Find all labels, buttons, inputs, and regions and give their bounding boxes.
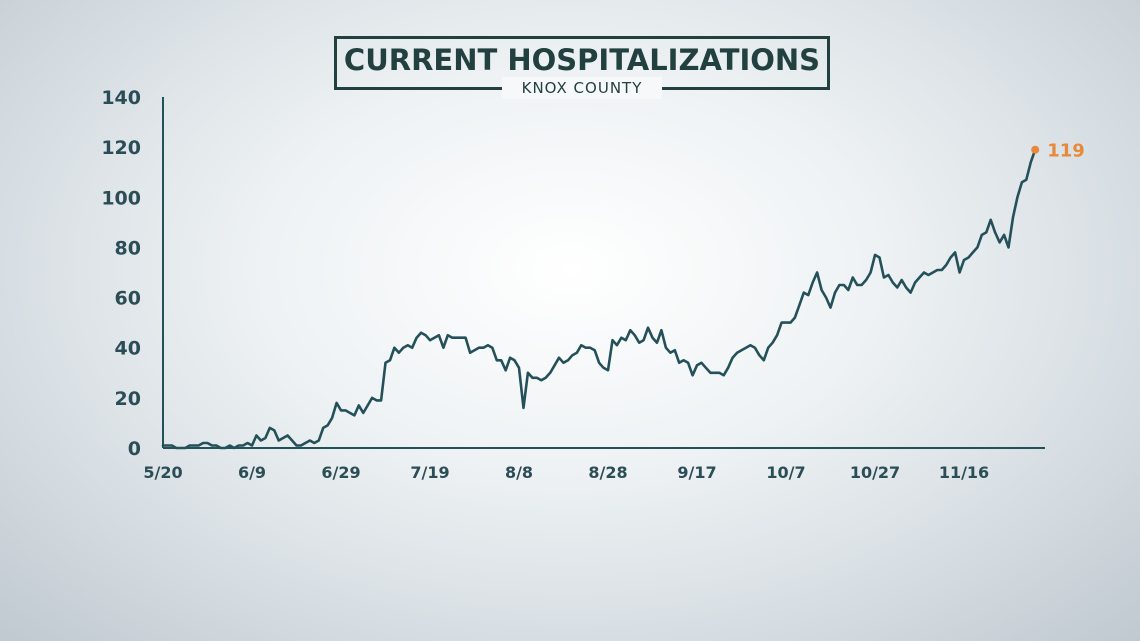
x-tick-label: 5/20 — [143, 463, 182, 482]
y-tick-label: 120 — [101, 137, 141, 159]
y-tick-label: 60 — [115, 288, 141, 310]
y-tick-label: 40 — [115, 338, 141, 360]
series-line — [161, 148, 1037, 450]
chart-subtitle: KNOX COUNTY — [502, 77, 662, 99]
x-tick-label: 10/7 — [766, 463, 805, 482]
end-value-label: 119 — [1047, 141, 1085, 162]
y-tick-label: 0 — [128, 438, 141, 460]
x-tick-label: 6/29 — [321, 463, 360, 482]
y-tick-label: 140 — [101, 87, 141, 109]
y-tick-label: 20 — [115, 388, 141, 410]
x-tick-label: 6/9 — [238, 463, 266, 482]
x-tick-label: 11/16 — [939, 463, 989, 482]
x-tick-label: 10/27 — [850, 463, 900, 482]
y-tick-label: 80 — [115, 237, 141, 259]
end-point-marker — [1031, 145, 1040, 154]
x-tick-label: 9/17 — [677, 463, 716, 482]
y-tick-label: 100 — [101, 187, 141, 209]
chart-title: CURRENT HOSPITALIZATIONS — [343, 43, 821, 77]
x-tick-label: 8/8 — [505, 463, 533, 482]
x-tick-label: 7/19 — [410, 463, 449, 482]
x-tick-label: 8/28 — [588, 463, 627, 482]
